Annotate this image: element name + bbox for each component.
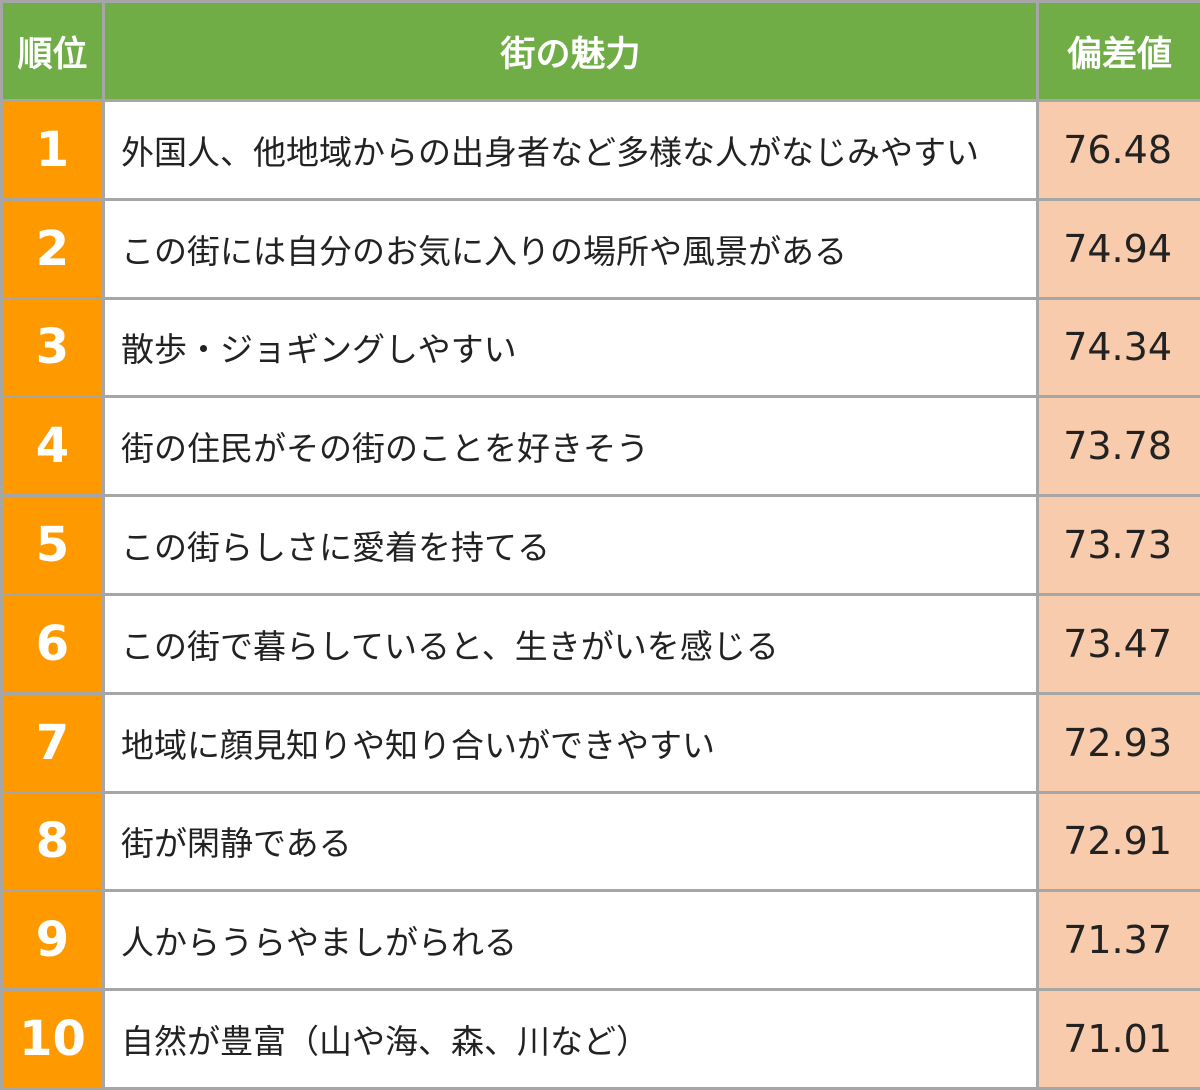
rank-cell: 2 <box>3 200 102 297</box>
score-cell: 73.73 <box>1039 497 1200 593</box>
score-cell: 74.94 <box>1039 200 1200 297</box>
score-cell: 76.48 <box>1039 102 1200 198</box>
attraction-cell: 外国人、他地域からの出身者など多様な人がなじみやすい <box>105 102 1036 198</box>
rank-cell: 7 <box>3 694 102 791</box>
header-attraction: 街の魅力 <box>105 3 1036 99</box>
rank-cell: 9 <box>3 892 102 989</box>
rank-cell: 4 <box>3 398 102 495</box>
score-cell: 71.37 <box>1039 892 1200 989</box>
rank-cell: 8 <box>3 793 102 890</box>
score-cell: 74.34 <box>1039 299 1200 396</box>
attraction-cell: この街らしさに愛着を持てる <box>105 497 1036 593</box>
header-score: 偏差値 <box>1039 3 1200 99</box>
rank-cell: 10 <box>3 991 102 1087</box>
rank-cell: 3 <box>3 299 102 396</box>
score-cell: 72.91 <box>1039 793 1200 890</box>
attraction-cell: 地域に顔見知りや知り合いができやすい <box>105 694 1036 791</box>
attraction-cell: 人からうらやましがられる <box>105 892 1036 989</box>
score-cell: 72.93 <box>1039 694 1200 791</box>
score-cell: 73.47 <box>1039 596 1200 692</box>
rank-cell: 6 <box>3 596 102 692</box>
header-rank: 順位 <box>3 3 102 99</box>
attraction-cell: 自然が豊富（山や海、森、川など） <box>105 991 1036 1087</box>
rank-cell: 1 <box>3 102 102 198</box>
attraction-cell: 散歩・ジョギングしやすい <box>105 299 1036 396</box>
attraction-cell: この街には自分のお気に入りの場所や風景がある <box>105 200 1036 297</box>
rank-cell: 5 <box>3 497 102 593</box>
score-cell: 73.78 <box>1039 398 1200 495</box>
score-cell: 71.01 <box>1039 991 1200 1087</box>
attraction-cell: 街の住民がその街のことを好きそう <box>105 398 1036 495</box>
attraction-cell: 街が閑静である <box>105 793 1036 890</box>
attraction-cell: この街で暮らしていると、生きがいを感じる <box>105 596 1036 692</box>
